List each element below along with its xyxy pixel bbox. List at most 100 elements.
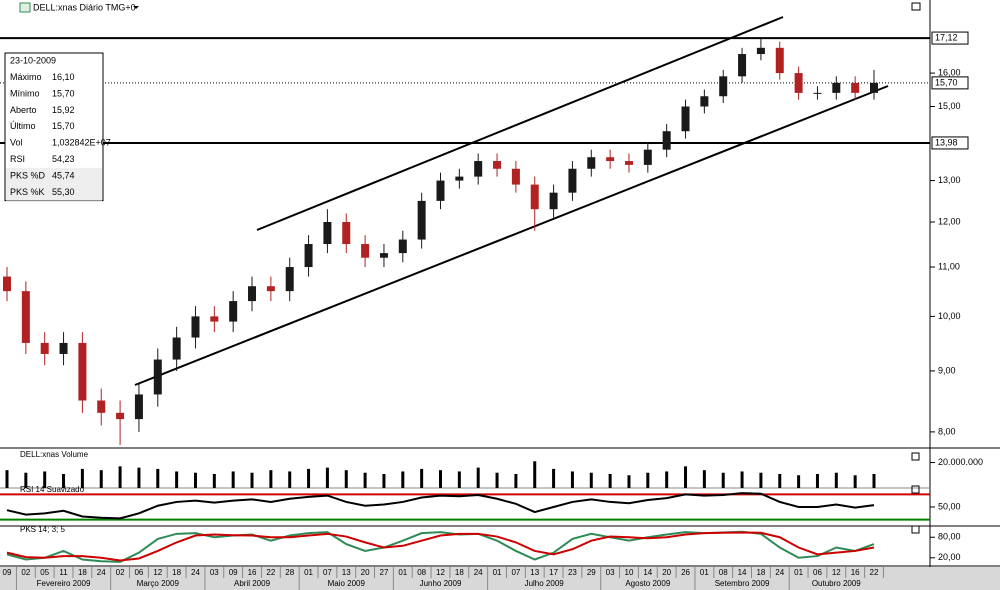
- info-label: Máximo: [10, 72, 42, 82]
- panel-button[interactable]: [911, 452, 920, 461]
- y-tick-label: 20,00: [938, 552, 961, 562]
- day-label: 18: [172, 568, 181, 577]
- candle-body: [379, 253, 388, 258]
- month-label: Agosto 2009: [625, 579, 670, 588]
- y-tick-label: 50,00: [938, 501, 961, 511]
- volume-bar: [476, 467, 480, 488]
- volume-bar: [363, 472, 367, 488]
- day-label: 14: [643, 568, 652, 577]
- volume-bar: [24, 472, 28, 488]
- day-label: 14: [738, 568, 747, 577]
- date-axis: [0, 567, 1000, 590]
- volume-bar: [156, 468, 160, 488]
- candle-body: [116, 412, 125, 420]
- indicator-line: [6, 531, 875, 562]
- price-level-box: [931, 76, 969, 90]
- candle-body: [172, 337, 181, 360]
- symbol-icon[interactable]: [19, 2, 31, 13]
- info-label: PKS %K: [10, 187, 45, 197]
- candle-body: [455, 176, 464, 181]
- day-label: 01: [493, 568, 502, 577]
- day-label: 24: [97, 568, 106, 577]
- volume-bar: [250, 472, 254, 488]
- volume-bar: [533, 461, 537, 488]
- month-label: Junho 2009: [420, 579, 462, 588]
- volume-bar: [872, 474, 876, 488]
- volume-bar: [608, 474, 612, 488]
- candle-body: [813, 92, 822, 94]
- candle-body: [530, 184, 539, 210]
- price-level-box: [931, 136, 969, 150]
- volume-bar: [759, 472, 763, 488]
- day-label: 09: [3, 568, 12, 577]
- info-value: 15,70: [52, 121, 75, 131]
- info-label: Aberto: [10, 105, 37, 115]
- info-value: 16,10: [52, 72, 75, 82]
- info-value: 55,30: [52, 187, 75, 197]
- candle-body: [398, 239, 407, 254]
- y-tick-label: 8,00: [938, 426, 956, 436]
- volume-bar: [778, 474, 782, 488]
- volume-bar: [495, 472, 499, 488]
- dropdown-arrow[interactable]: [133, 6, 139, 9]
- day-label: 24: [191, 568, 200, 577]
- month-label: Maio 2009: [328, 579, 366, 588]
- day-label: 09: [229, 568, 238, 577]
- volume-bar: [740, 471, 744, 488]
- volume-bar: [80, 468, 84, 488]
- candle-body: [511, 168, 520, 185]
- volume-bar: [702, 470, 706, 488]
- month-label: Julho 2009: [525, 579, 565, 588]
- candle-body: [606, 157, 615, 162]
- candle-body: [134, 394, 143, 420]
- volume-bar: [853, 475, 857, 488]
- volume-bar: [62, 474, 66, 488]
- trend-line: [256, 16, 784, 231]
- volume-bar: [514, 474, 518, 488]
- y-tick-label: 80,00: [938, 532, 961, 542]
- volume-bar: [382, 474, 386, 488]
- price-level-box: [931, 31, 969, 45]
- candle-body: [493, 161, 502, 169]
- info-value: 54,23: [52, 154, 75, 164]
- info-value: 15,70: [52, 88, 75, 98]
- info-label: RSI: [10, 154, 25, 164]
- price-level-label: 13,98: [935, 137, 958, 147]
- panel-button[interactable]: [911, 485, 920, 494]
- day-label: 01: [794, 568, 803, 577]
- candle-body: [549, 192, 558, 210]
- day-label: 12: [832, 568, 841, 577]
- panel-button[interactable]: [911, 525, 920, 534]
- day-label: 23: [568, 568, 577, 577]
- day-label: 18: [455, 568, 464, 577]
- day-label: 18: [78, 568, 87, 577]
- day-label: 27: [380, 568, 389, 577]
- volume-bar: [439, 470, 442, 488]
- month-label: Setembro 2009: [715, 579, 770, 588]
- candle-body: [851, 82, 860, 93]
- day-label: 03: [210, 568, 219, 577]
- maximize-button[interactable]: [911, 2, 921, 11]
- day-label: 16: [248, 568, 257, 577]
- info-label: Mínimo: [10, 88, 40, 98]
- candle-body: [191, 316, 200, 338]
- day-label: 20: [361, 568, 370, 577]
- info-label: Vol: [10, 138, 23, 148]
- y-tick-label: 10,00: [938, 311, 961, 321]
- candle-body: [323, 222, 332, 245]
- day-label: 13: [530, 568, 539, 577]
- volume-bar: [269, 470, 273, 488]
- info-label: PKS %D: [10, 170, 46, 180]
- volume-bar: [344, 470, 348, 488]
- volume-bar: [5, 470, 9, 488]
- volume-bar: [307, 468, 311, 488]
- day-label: 01: [398, 568, 407, 577]
- day-label: 02: [116, 568, 125, 577]
- day-label: 12: [436, 568, 445, 577]
- day-label: 24: [474, 568, 483, 577]
- volume-bar: [834, 472, 838, 488]
- candle-body: [59, 342, 68, 354]
- volume-bar: [815, 474, 819, 488]
